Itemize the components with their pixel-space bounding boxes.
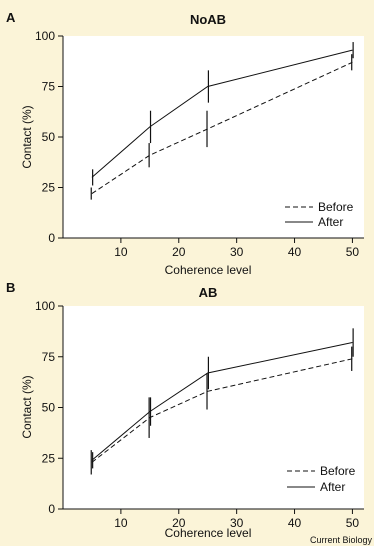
panel-b-series xyxy=(90,328,354,475)
panel-b-before-line xyxy=(91,358,353,463)
panel-b-y-tick-label: 25 xyxy=(42,451,56,465)
panel-b-legend-label-before: Before xyxy=(320,464,356,478)
panel-a-before-line xyxy=(91,61,353,195)
panel-a-legend-label-after: After xyxy=(318,215,343,229)
panel-b-y-tick-label: 50 xyxy=(42,401,56,415)
panel-a-y-tick-label: 50 xyxy=(42,130,56,144)
panel-b-x-axis-label: Coherence level xyxy=(165,526,252,540)
panel-a-x-tick-label: 40 xyxy=(288,245,302,259)
panel-a-plot-area xyxy=(63,36,364,238)
panel-b-y-axis-label: Contact (%) xyxy=(20,375,34,438)
panel-b-axes: 0 25 50 75 100 10 20 30 40 50 xyxy=(35,299,364,530)
panel-b-title: AB xyxy=(199,285,218,300)
panel-b-x-tick-label: 20 xyxy=(172,516,186,530)
panel-a-x-axis-label: Coherence level xyxy=(165,263,252,277)
panel-a-after-line xyxy=(91,49,353,178)
panel-a-y-tick-label: 100 xyxy=(35,29,55,43)
panel-a-title: NoAB xyxy=(190,12,226,27)
panel-a-x-tick-label: 10 xyxy=(114,245,128,259)
panel-b-plot-area xyxy=(63,306,364,509)
panel-a-x-tick-label: 30 xyxy=(230,245,244,259)
panel-a-series xyxy=(90,42,354,200)
panel-a-x-tick-label: 20 xyxy=(172,245,186,259)
panel-a-x-tick-label: 50 xyxy=(346,245,360,259)
panel-b-y-tick-label: 100 xyxy=(35,299,55,313)
panel-letter-b: B xyxy=(6,280,15,295)
panel-b-y-tick-label: 75 xyxy=(42,350,56,364)
panel-a-legend: Before After xyxy=(285,200,354,229)
panel-b-y-tick-label: 0 xyxy=(48,502,55,516)
panel-a-axes: 0 25 50 75 100 10 20 30 40 50 xyxy=(35,29,364,259)
panel-b-x-tick-label: 10 xyxy=(114,516,128,530)
panel-a-legend-label-before: Before xyxy=(318,200,354,214)
journal-credit: Current Biology xyxy=(310,535,373,545)
panel-letter-a: A xyxy=(6,10,16,25)
panel-a-y-tick-label: 75 xyxy=(42,80,56,94)
panel-b-x-tick-label: 30 xyxy=(230,516,244,530)
panel-b-x-tick-label: 50 xyxy=(346,516,360,530)
panel-b-legend-label-after: After xyxy=(320,480,345,494)
panel-a-y-tick-label: 0 xyxy=(48,231,55,245)
panel-b: B AB 0 25 50 75 100 10 20 30 40 50 Contact (%) Co… xyxy=(6,280,364,540)
panel-b-after-line xyxy=(91,342,353,461)
panel-a-y-tick-label: 25 xyxy=(42,181,56,195)
panel-b-legend: Before After xyxy=(287,464,356,494)
panel-a-y-axis-label: Contact (%) xyxy=(20,105,34,168)
panel-b-x-tick-label: 40 xyxy=(288,516,302,530)
